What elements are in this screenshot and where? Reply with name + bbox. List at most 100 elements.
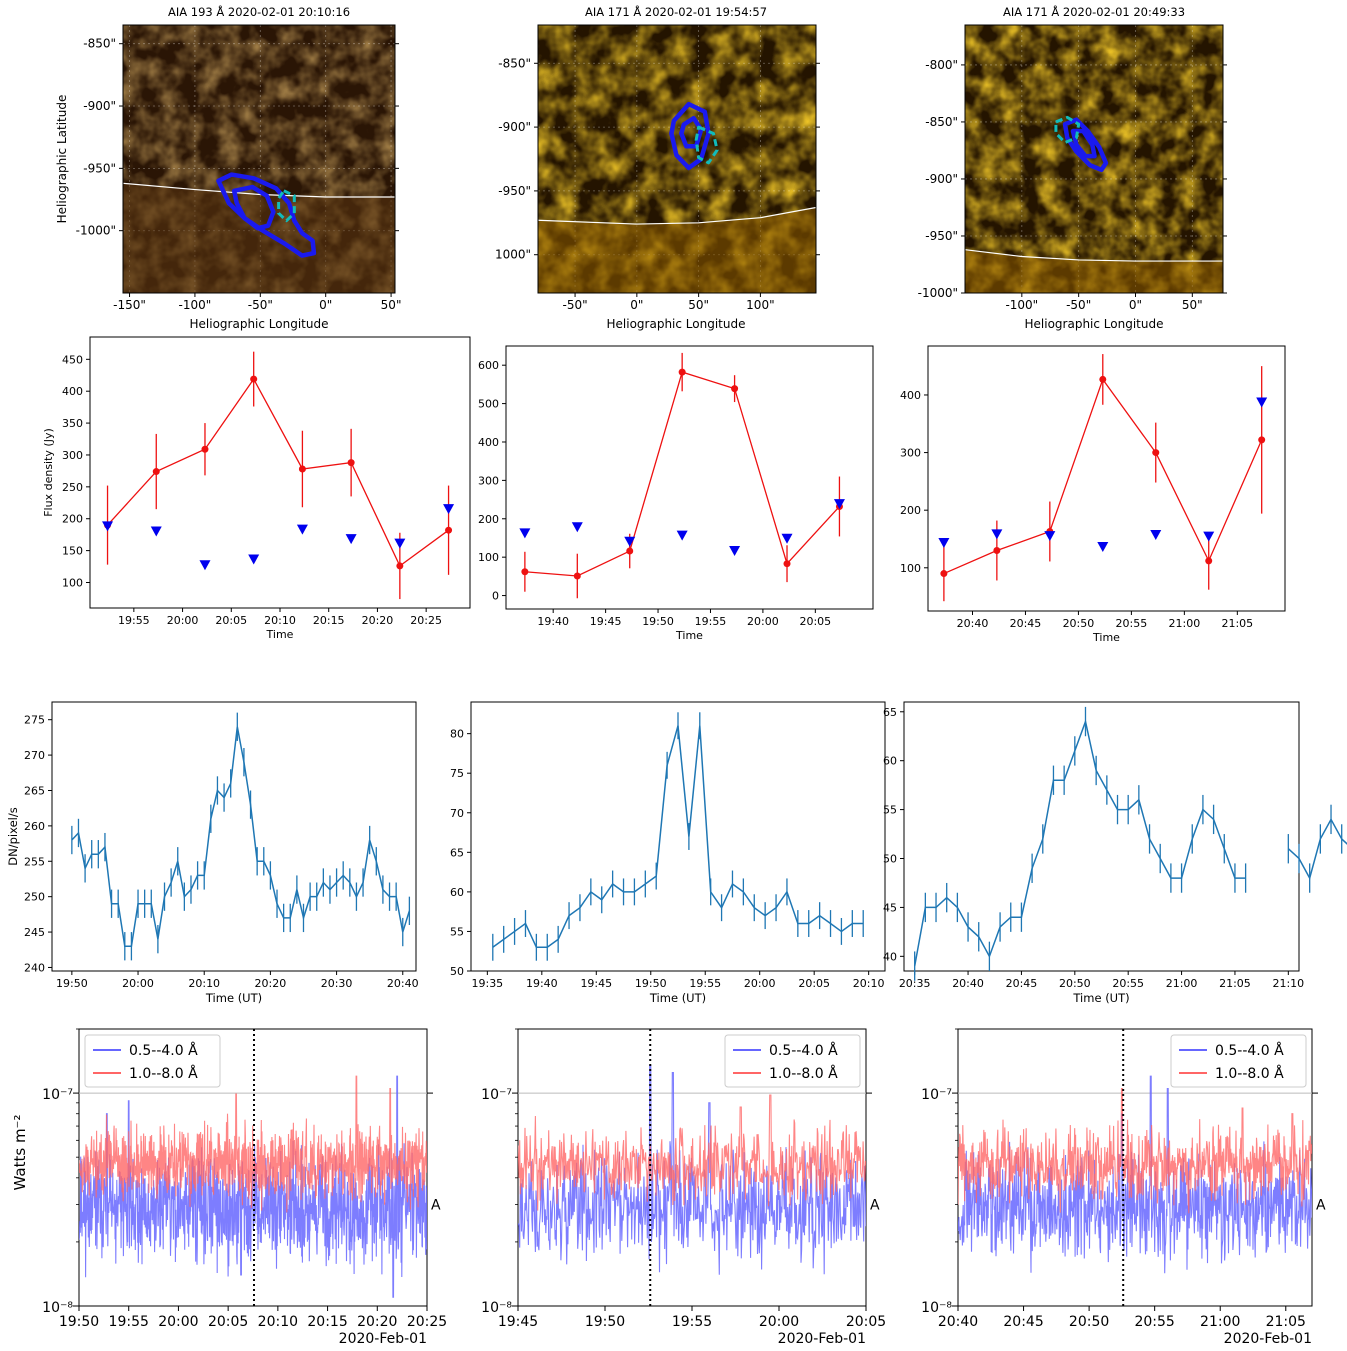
flux-data-point bbox=[1152, 449, 1160, 457]
plot-frame bbox=[903, 701, 1300, 972]
y-tick-label: 10⁻⁷ bbox=[42, 1087, 73, 1103]
flux-data-point bbox=[731, 385, 739, 393]
flux-data-point bbox=[250, 375, 258, 383]
flux-density-chart-1: 100 150 200 250 300 350 400 450 19:55 20:00 20:05 2… bbox=[42, 336, 471, 641]
x-tick-label: 19:45 bbox=[590, 615, 622, 628]
map-frame bbox=[122, 24, 396, 294]
x-tick-label: 19:50 bbox=[56, 977, 88, 990]
y-tick-label: 75 bbox=[450, 767, 464, 780]
flux-data-point bbox=[201, 445, 209, 453]
upper-limit-marker bbox=[676, 530, 688, 541]
flux-data-point bbox=[678, 368, 686, 376]
flux-data-point bbox=[626, 547, 634, 555]
x-tick-label: 20:05 bbox=[208, 1314, 248, 1330]
x-tick-label: 20:55 bbox=[1116, 617, 1148, 630]
map-x-axis-label: Heliographic Longitude bbox=[190, 317, 329, 331]
y-tick-label: 270 bbox=[24, 749, 45, 762]
goes-long-channel-line bbox=[518, 1094, 866, 1211]
map-contour-cyan bbox=[694, 125, 719, 165]
x-tick-label: 19:50 bbox=[59, 1314, 99, 1330]
x-tick-label: 20:20 bbox=[357, 1314, 397, 1330]
y-tick-label: 60 bbox=[883, 755, 897, 768]
x-axis-label: Time (UT) bbox=[205, 991, 262, 1005]
x-tick-label: 20:15 bbox=[313, 614, 345, 627]
y-tick-label: 500 bbox=[478, 398, 499, 411]
flux-data-point bbox=[993, 547, 1001, 555]
x-tick-label: 19:55 bbox=[689, 977, 721, 990]
legend-label-short: 0.5--4.0 Å bbox=[1215, 1042, 1284, 1059]
x-tick-label: 20:45 bbox=[1006, 977, 1038, 990]
goes-short-channel-line bbox=[79, 1075, 427, 1298]
x-tick-label: 20:40 bbox=[957, 617, 989, 630]
x-tick-label: 20:55 bbox=[1112, 977, 1144, 990]
map-y-tick-label: 1000" bbox=[495, 248, 531, 262]
map-limb-line bbox=[122, 182, 395, 198]
map-overlay: -50" 0" 50" 100" -850" -900" -950" 1000" bbox=[495, 25, 820, 312]
date-label: 2020-Feb-01 bbox=[1224, 1331, 1312, 1347]
y-tick-label: 400 bbox=[478, 436, 499, 449]
x-tick-label: 20:10 bbox=[264, 614, 296, 627]
flux-data-point bbox=[347, 459, 355, 467]
map-contour-cyan bbox=[277, 189, 296, 223]
x-tick-label: 19:55 bbox=[672, 1314, 712, 1330]
x-tick-label: 20:05 bbox=[799, 615, 831, 628]
map-limb-line bbox=[537, 206, 817, 225]
y-tick-label: 50 bbox=[450, 965, 464, 978]
y-tick-label: 250 bbox=[62, 481, 83, 494]
upper-limit-marker bbox=[394, 538, 406, 549]
map-y-tick-label: -800" bbox=[925, 58, 958, 72]
legend-label-short: 0.5--4.0 Å bbox=[129, 1042, 198, 1059]
x-tick-label: 19:35 bbox=[471, 977, 503, 990]
flux-series-line bbox=[107, 377, 449, 567]
x-tick-label: 20:20 bbox=[255, 977, 287, 990]
x-tick-label: 19:40 bbox=[526, 977, 558, 990]
y-tick-label: 65 bbox=[450, 846, 464, 859]
map-y-tick-label: -1000" bbox=[76, 224, 116, 238]
goes-xray-chart-3: 10⁻⁷ 10⁻⁸ A 20:40 20:45 20:50 20:55 21:00 21:052… bbox=[921, 1028, 1326, 1347]
map-off-limb-region bbox=[965, 249, 1223, 293]
upper-limit-marker bbox=[938, 538, 950, 549]
flux-data-point bbox=[396, 562, 404, 570]
map-y-tick-label: -850" bbox=[498, 56, 531, 70]
goes-data-layer bbox=[79, 1029, 427, 1306]
flare-class-label: A bbox=[870, 1197, 880, 1213]
x-tick-label: 20:50 bbox=[1063, 617, 1095, 630]
upper-limit-marker bbox=[102, 521, 114, 532]
x-axis-label: Time (UT) bbox=[1072, 991, 1129, 1005]
map-x-tick-label: 50" bbox=[1182, 298, 1203, 312]
x-tick-label: 20:20 bbox=[362, 614, 394, 627]
upper-limit-marker bbox=[1256, 397, 1268, 408]
x-tick-label: 20:30 bbox=[321, 977, 353, 990]
map-x-axis-label: Heliographic Longitude bbox=[607, 317, 746, 331]
goes-short-channel-line bbox=[518, 1064, 866, 1275]
flare-class-label: A bbox=[1316, 1197, 1326, 1213]
map-contour-blue bbox=[1070, 128, 1097, 159]
x-tick-label: 20:25 bbox=[407, 1314, 447, 1330]
upper-limit-marker bbox=[991, 529, 1003, 540]
y-tick-label: 300 bbox=[900, 447, 921, 460]
upper-limit-marker bbox=[833, 499, 845, 510]
y-tick-label: 55 bbox=[450, 925, 464, 938]
y-tick-label: 245 bbox=[24, 926, 45, 939]
plot-frame bbox=[505, 345, 874, 610]
flux-data-point bbox=[573, 572, 581, 580]
x-tick-label: 21:05 bbox=[1266, 1314, 1306, 1330]
x-tick-label: 20:45 bbox=[1003, 1314, 1043, 1330]
upper-limit-marker bbox=[781, 533, 793, 544]
goes-xray-chart-2: 10⁻⁷ 10⁻⁸ A 19:45 19:50 19:55 20:00 20:052020-F… bbox=[481, 1028, 886, 1347]
y-tick-label: 260 bbox=[24, 820, 45, 833]
y-tick-label: 150 bbox=[62, 545, 83, 558]
y-tick-label: 10⁻⁸ bbox=[42, 1300, 73, 1316]
y-tick-label: 265 bbox=[24, 784, 45, 797]
x-axis-label: Time bbox=[675, 629, 703, 642]
map-x-axis-label: Heliographic Longitude bbox=[1025, 317, 1164, 331]
x-tick-label: 20:00 bbox=[744, 977, 776, 990]
goes-data-layer bbox=[958, 1029, 1312, 1306]
x-tick-label: 20:45 bbox=[1010, 617, 1042, 630]
upper-limit-marker bbox=[1150, 529, 1162, 540]
flux-density-chart-3: 100 200 300 400 20:40 20:45 20:50 20:55 21:00 21:… bbox=[900, 345, 1286, 644]
upper-limit-marker bbox=[1097, 542, 1109, 553]
upper-limit-marker bbox=[199, 560, 211, 571]
upper-limit-marker bbox=[519, 528, 531, 539]
map-contour-cyan bbox=[1054, 115, 1081, 144]
